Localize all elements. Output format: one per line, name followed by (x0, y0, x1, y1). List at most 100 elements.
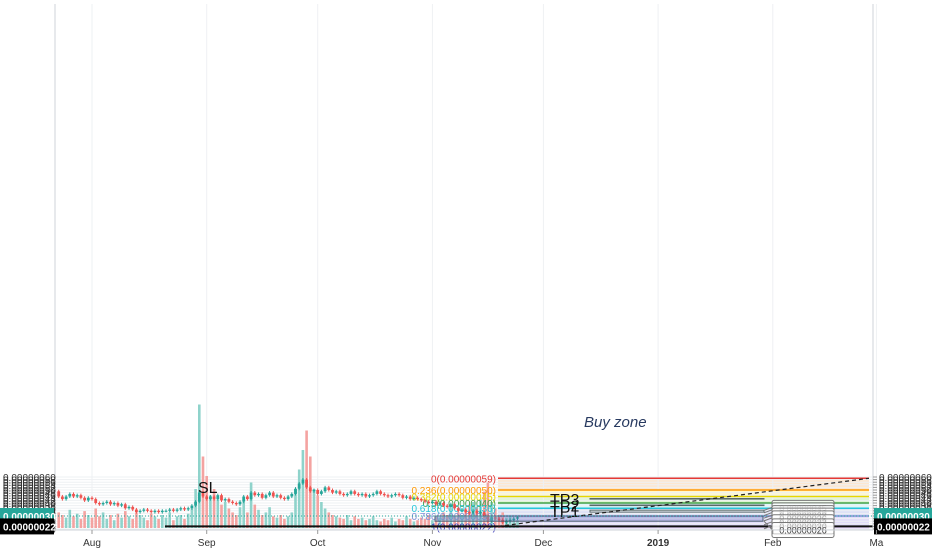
candle-body (149, 510, 153, 513)
volume-bar (516, 520, 519, 528)
candle-body (186, 508, 190, 510)
buy-zone-label: Buy zone (584, 414, 647, 431)
fib-zone (498, 478, 869, 490)
volume-bar (75, 513, 79, 528)
current-price-left-badge-label: 0.00000030 (3, 512, 56, 523)
candle-body (493, 517, 497, 519)
volume-bar (135, 512, 138, 528)
candle-body (468, 512, 471, 514)
candle-body (412, 497, 416, 500)
candle-body (164, 510, 168, 512)
volume-bar (383, 518, 386, 528)
volume-bar (486, 482, 490, 528)
volume-bar (471, 502, 475, 528)
candle-body (120, 504, 123, 506)
stop-price-left-badge (0, 518, 54, 535)
candle-body (449, 504, 453, 507)
candle-body (286, 496, 290, 500)
price-tick-label-left: 0.00000050 (3, 486, 56, 497)
candle-body (320, 491, 323, 494)
callout-pointer (763, 512, 773, 517)
candle-body (360, 493, 364, 496)
volume-bar (220, 504, 223, 528)
volume-bar (235, 515, 238, 528)
price-tick-label-right: 0.00000052 (879, 483, 932, 494)
candle-body (64, 496, 68, 500)
price-tick-label-right: 0.00000060 (879, 473, 932, 484)
callout-pointer (763, 506, 773, 511)
volume-bar (442, 512, 445, 528)
candle-body (98, 503, 101, 505)
candle-body (249, 492, 253, 500)
volume-bar (98, 516, 101, 528)
candle-body (301, 479, 305, 484)
volume-bar (79, 518, 83, 528)
volume-bar (386, 520, 390, 528)
candle-body (505, 521, 508, 523)
candle-body (246, 496, 249, 500)
volume-bar (190, 508, 194, 528)
volume-bar (316, 495, 319, 528)
volume-bar (357, 518, 360, 528)
volume-bar (161, 515, 164, 528)
volume-bar (112, 520, 116, 528)
volume-bar (198, 404, 201, 528)
time-tick-label: Oct (310, 538, 326, 549)
current-price-right-badge-label: 0.00000030 (877, 512, 930, 523)
candle-body (371, 493, 375, 496)
volume-bar (175, 516, 179, 528)
volume-bar (242, 502, 245, 528)
candle-body (160, 510, 164, 513)
tp3-box[interactable] (589, 498, 765, 500)
volume-bar (512, 518, 516, 528)
fib-level-label: 1(0.00000022) (431, 522, 496, 533)
volume-bar (283, 518, 286, 528)
fib-level-label: 0.786(0.00000030) (411, 512, 496, 523)
volume-bar (90, 517, 94, 528)
volume-bar (168, 512, 171, 528)
volume-bar (194, 489, 197, 528)
time-tick-label: Dec (535, 538, 553, 549)
volume-bar (286, 516, 290, 528)
candle-body (86, 497, 90, 501)
candle-body (327, 487, 331, 490)
candle-body (434, 501, 438, 505)
price-tick-label-left: 0.00000042 (3, 496, 56, 507)
candle-body (479, 512, 482, 514)
tp2-box[interactable] (589, 504, 765, 507)
candle-body (283, 497, 286, 500)
trend-line (497, 477, 870, 527)
tp1-label: TP1 (550, 504, 579, 521)
candle-body (379, 491, 382, 494)
volume-bar (338, 517, 342, 528)
candle-body (512, 518, 516, 520)
volume-bar (360, 517, 364, 528)
candle-body (179, 508, 183, 510)
tp2-label: TP2 (550, 498, 579, 515)
time-tick-label: Sep (198, 538, 216, 549)
time-tick-label: Aug (83, 538, 101, 549)
volume-bar (249, 482, 253, 528)
candle-body (268, 492, 271, 496)
candle-body (405, 496, 408, 498)
stop-price-left-badge-label: 0.00000022 (3, 522, 56, 533)
volume-bar (105, 518, 109, 528)
candle-body (238, 501, 242, 505)
candle-body (290, 493, 294, 497)
callout-pointer (763, 509, 773, 514)
tp1-box[interactable] (589, 509, 765, 513)
price-tick-label-right: 0.00000038 (879, 502, 932, 513)
candle-body (419, 499, 423, 501)
volume-bar (183, 518, 186, 528)
candle-body (61, 496, 64, 500)
price-tick-label-left: 0.00000038 (3, 502, 56, 513)
candle-body (175, 509, 179, 511)
volume-bar (449, 508, 453, 528)
volume-bar (205, 476, 208, 528)
volume-bar (423, 518, 427, 528)
candle-body (427, 501, 431, 503)
candle-body (464, 509, 468, 513)
